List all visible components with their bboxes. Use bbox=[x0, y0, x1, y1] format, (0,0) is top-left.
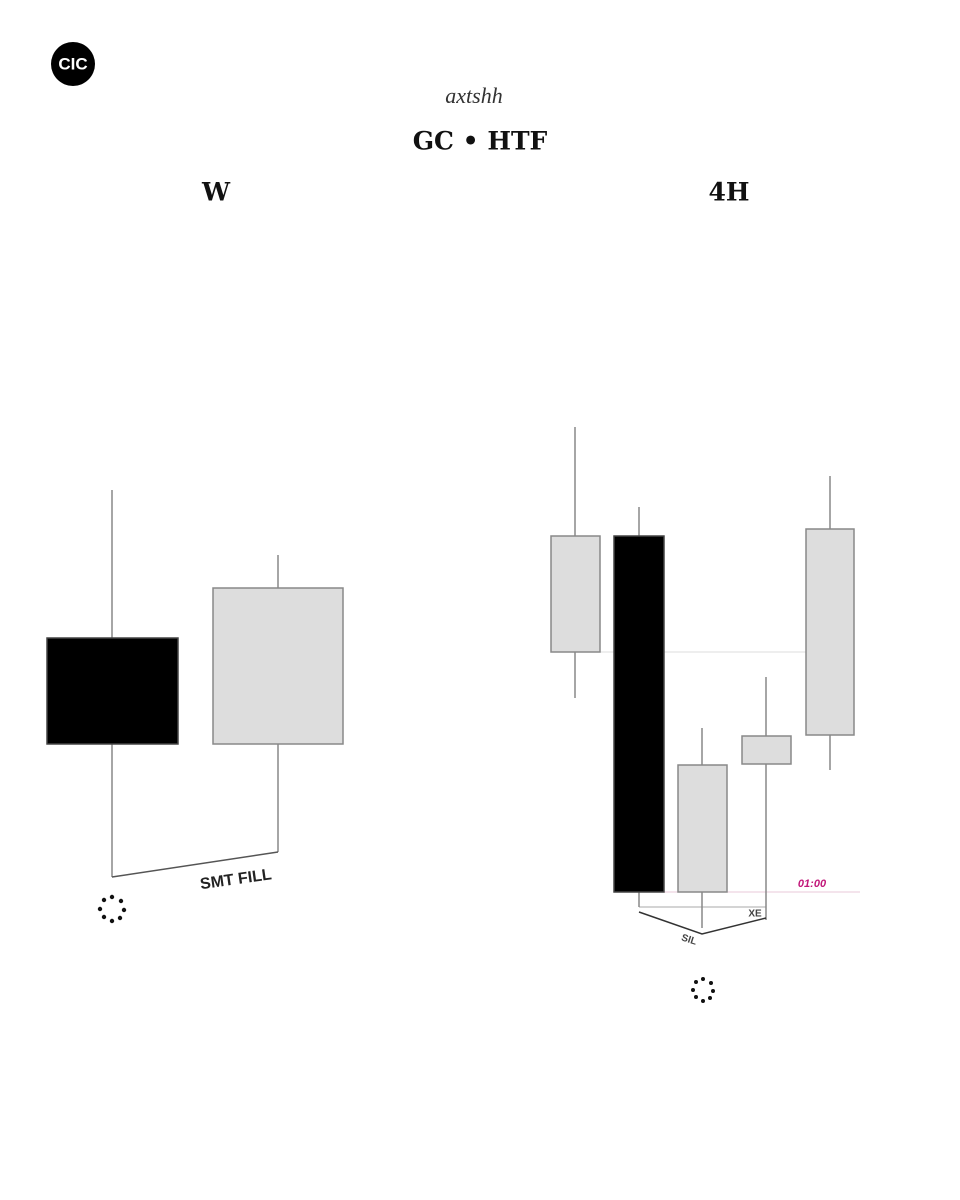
loader-icon bbox=[691, 977, 715, 1003]
annotation: SIL bbox=[680, 932, 698, 947]
title: GC • HTF bbox=[413, 127, 548, 156]
panel-label: 4H bbox=[708, 178, 749, 207]
h4-candles bbox=[550, 427, 860, 935]
panel-label: W bbox=[201, 178, 231, 207]
annotation: XE bbox=[748, 909, 762, 920]
candle-body bbox=[677, 764, 728, 893]
annotation: 01:00 bbox=[798, 878, 827, 890]
w-candles bbox=[46, 490, 344, 878]
candle-body bbox=[46, 637, 179, 745]
candle-body bbox=[613, 535, 665, 893]
candle-body bbox=[212, 587, 344, 745]
logo-badge bbox=[51, 42, 95, 86]
smt-line bbox=[111, 851, 279, 878]
logo-text: CIC bbox=[58, 54, 87, 73]
candle-body bbox=[805, 528, 855, 736]
candle-body bbox=[741, 735, 792, 765]
candle-body bbox=[550, 535, 601, 653]
loader-icon bbox=[97, 894, 127, 924]
signature: axtshh bbox=[445, 83, 502, 108]
bracket bbox=[638, 911, 767, 935]
